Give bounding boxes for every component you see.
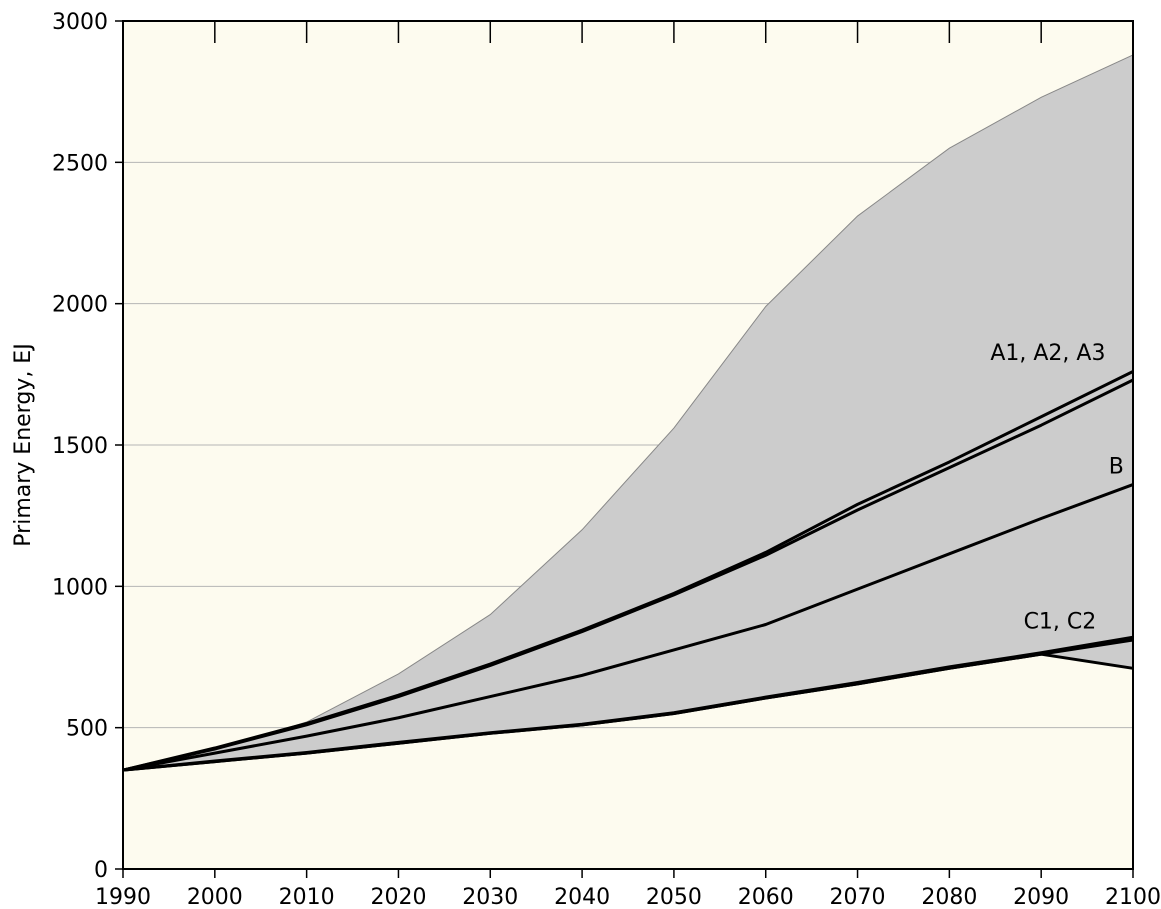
x-tick-label: 2020 bbox=[370, 885, 426, 909]
x-tick-label: 2010 bbox=[279, 885, 335, 909]
x-tick-label: 2060 bbox=[738, 885, 794, 909]
range-band bbox=[123, 54, 1133, 771]
y-tick-label: 0 bbox=[94, 858, 108, 883]
series-label: A1, A2, A3 bbox=[990, 341, 1105, 366]
series-label: C1, C2 bbox=[1024, 610, 1097, 635]
tick-layer: 1990 2000 2010 2020 2030 2040 2050 2060 2070 2080… bbox=[52, 10, 1161, 909]
series-line bbox=[122, 652, 1134, 772]
y-axis-title: Primary Energy, EJ bbox=[11, 343, 36, 546]
x-tick-label: 2050 bbox=[646, 885, 702, 909]
y-tick-label: 2000 bbox=[52, 293, 108, 318]
x-tick-label: 2000 bbox=[187, 885, 243, 909]
y-tick-label: 500 bbox=[66, 717, 108, 742]
x-tick-label: 1990 bbox=[95, 885, 151, 909]
y-tick-label: 3000 bbox=[52, 10, 108, 35]
label-layer: A1, A2, A3 B C1, C2 bbox=[990, 341, 1123, 635]
x-tick-label: 2100 bbox=[1105, 885, 1161, 909]
series-line bbox=[122, 483, 1134, 772]
x-tick-label: 2040 bbox=[554, 885, 610, 909]
y-tick-label: 1500 bbox=[52, 434, 108, 459]
x-tick-label: 2080 bbox=[921, 885, 977, 909]
x-tick-label: 2030 bbox=[462, 885, 518, 909]
x-tick-label: 2090 bbox=[1013, 885, 1069, 909]
series-label: B bbox=[1109, 454, 1124, 479]
y-tick-label: 1000 bbox=[52, 575, 108, 600]
y-tick-label: 2500 bbox=[52, 151, 108, 176]
series-line bbox=[122, 370, 1134, 772]
x-tick-label: 2070 bbox=[830, 885, 886, 909]
series-layer bbox=[122, 370, 1134, 772]
